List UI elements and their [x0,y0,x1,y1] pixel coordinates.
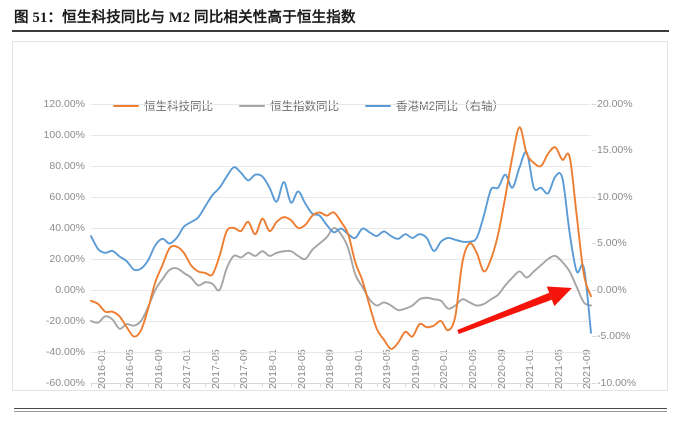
y-axis-right-label: 0.00% [597,283,627,296]
y-axis-right-label: 20.00% [597,97,633,110]
y-axis-right-tick [592,289,596,291]
x-axis-tick [291,383,292,387]
x-axis-tick [462,383,464,387]
y-axis-left-label: 60.00% [49,190,85,203]
series-line-3 [90,150,592,334]
y-axis-left-label: 0.00% [55,283,85,296]
y-axis-right-label: 15.00% [597,144,633,156]
legend-color-swatch [365,104,391,108]
x-axis-tick [176,383,178,387]
x-axis-tick [376,383,378,387]
series-line-2 [90,227,592,330]
y-axis-right-tick [592,196,596,198]
y-axis-right-tick [592,336,596,337]
y-axis-right-tick [592,243,596,244]
gridline--60 [91,383,591,384]
figure-caption-area: 图 51：恒生科技同比与 M2 同比相关性高于恒生指数 [0,0,681,34]
x-axis-tick [576,383,578,387]
gridline-60 [91,197,591,198]
y-axis-right-label: -5.00% [597,330,631,342]
y-axis-left-label: 120.00% [43,97,85,110]
x-axis-tick [319,383,321,387]
y-axis-left-label: 20.00% [49,252,85,265]
plot-area [90,104,592,384]
y-axis-left-label: -40.00% [45,345,85,358]
x-axis-tick [148,383,150,387]
y-axis-right-label: 5.00% [597,237,627,249]
y-axis-right-label: 10.00% [597,190,633,203]
x-axis-tick [433,383,435,387]
footer-divider-top [14,408,667,410]
legend-color-swatch [113,104,139,108]
x-axis-tick [205,383,207,387]
gridline-0 [91,290,591,291]
caption-divider [12,30,669,32]
x-axis-tick [233,383,235,387]
chart-frame: 120.00% 100.00% 80.00% 60.00% 40.00% 20.00% 0.… [12,41,668,391]
gridline-100 [91,135,591,136]
gridline--20 [91,321,591,322]
y-axis-right-tick [592,150,596,151]
y-axis-left-label: -20.00% [45,314,85,327]
gridline--40 [91,352,591,353]
x-axis-tick [262,383,264,387]
legend-color-swatch [239,104,265,108]
x-axis-tick [348,383,350,387]
series-lines [90,126,592,350]
y-axis-left-label: 100.00% [43,128,85,141]
gridline-20 [91,259,591,260]
x-axis-tick [491,383,492,387]
x-axis-tick [405,383,407,387]
y-axis-right-label: -10.00% [597,376,637,389]
x-axis-tick [91,383,92,387]
y-axis-left-label: 80.00% [49,159,85,172]
figure-caption: 图 51：恒生科技同比与 M2 同比相关性高于恒生指数 [14,10,356,26]
gridline-80 [91,166,591,167]
y-axis-right-tick [592,103,596,105]
gridline-120 [91,104,591,105]
series-line-1 [90,126,592,350]
x-axis-tick [119,383,121,387]
x-axis-tick [548,383,550,387]
y-axis-right-tick [592,382,596,384]
footer-divider-bottom [14,411,667,412]
y-axis-left-label: 40.00% [49,221,85,234]
x-axis-tick [519,383,521,387]
y-axis-left-label: -60.00% [45,376,85,389]
